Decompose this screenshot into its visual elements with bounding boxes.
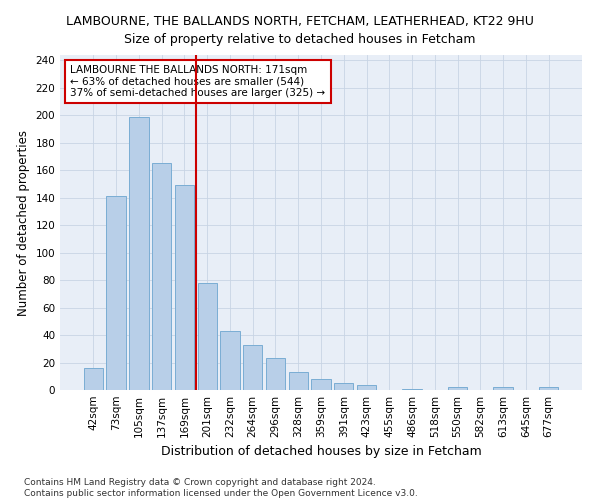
Bar [84,368,103,390]
Text: LAMBOURNE THE BALLANDS NORTH: 171sqm
← 63% of detached houses are smaller (544)
: LAMBOURNE THE BALLANDS NORTH: 171sqm ← 6… [70,65,326,98]
Text: Size of property relative to detached houses in Fetcham: Size of property relative to detached ho… [124,32,476,46]
Bar [220,331,239,390]
Bar [152,164,172,390]
Bar [106,196,126,390]
X-axis label: Distribution of detached houses by size in Fetcham: Distribution of detached houses by size … [161,446,481,458]
Bar [243,344,262,390]
Bar [175,186,194,390]
Bar [334,383,353,390]
Y-axis label: Number of detached properties: Number of detached properties [17,130,30,316]
Bar [289,372,308,390]
Bar [197,283,217,390]
Text: LAMBOURNE, THE BALLANDS NORTH, FETCHAM, LEATHERHEAD, KT22 9HU: LAMBOURNE, THE BALLANDS NORTH, FETCHAM, … [66,15,534,28]
Bar [493,388,513,390]
Bar [539,388,558,390]
Bar [311,379,331,390]
Bar [448,388,467,390]
Bar [129,117,149,390]
Bar [357,384,376,390]
Bar [266,358,285,390]
Bar [403,388,422,390]
Text: Contains HM Land Registry data © Crown copyright and database right 2024.
Contai: Contains HM Land Registry data © Crown c… [24,478,418,498]
